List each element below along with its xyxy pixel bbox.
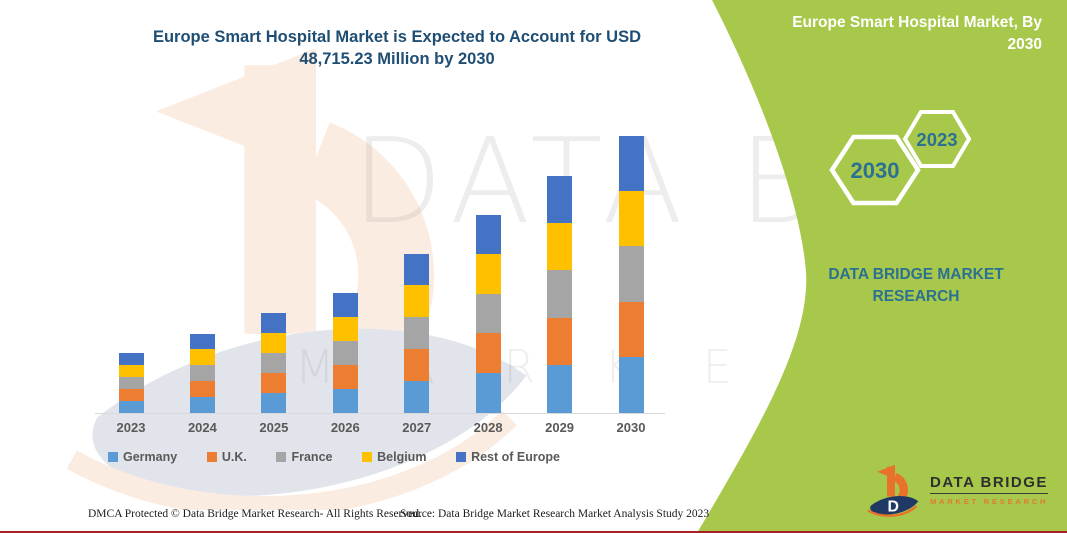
footer-source-text: Source: Data Bridge Market Research Mark… <box>400 508 710 520</box>
segment-2026-rest-of-europe <box>332 292 358 317</box>
segment-2028-germany <box>475 372 501 413</box>
segment-2024-france <box>189 365 215 381</box>
segment-2030-rest-of-europe <box>618 135 644 191</box>
hexagons-graphic: 2030 2023 <box>829 110 972 206</box>
segment-2023-france <box>118 376 144 389</box>
bar-2025 <box>261 312 287 413</box>
segment-2025-france <box>261 352 287 373</box>
segment-2026-u-k <box>332 364 358 389</box>
segment-2025-germany <box>261 392 287 413</box>
legend-swatch-rest-of-europe <box>456 452 467 462</box>
legend-swatch-belgium <box>362 452 373 462</box>
segment-2024-u-k <box>189 380 215 397</box>
legend-item-belgium: Belgium <box>362 450 426 464</box>
segment-2028-u-k <box>475 333 501 373</box>
segment-2025-belgium <box>261 332 287 353</box>
logo-icon-letter: D <box>887 498 898 515</box>
hexagon-2030: 2030 <box>829 134 921 206</box>
x-axis-label-2024: 2024 <box>187 420 217 435</box>
segment-2028-belgium <box>475 254 501 294</box>
segment-2024-rest-of-europe <box>189 333 215 350</box>
segment-2028-france <box>475 293 501 334</box>
x-axis-label-2026: 2026 <box>330 420 360 435</box>
x-axis-label-2029: 2029 <box>545 420 575 435</box>
legend-label-france: France <box>291 450 333 464</box>
bar-2026 <box>332 292 358 413</box>
segment-2025-rest-of-europe <box>261 312 287 333</box>
hexagon-2023-label: 2023 <box>916 129 957 150</box>
segment-2026-france <box>332 340 358 365</box>
x-axis-label-2030: 2030 <box>616 420 646 435</box>
panel-brand-text: DATA BRIDGE MARKET RESEARCH <box>828 266 1004 306</box>
segment-2027-u-k <box>404 348 430 381</box>
segment-2023-germany <box>118 400 144 413</box>
segment-2024-germany <box>189 396 215 413</box>
data-bridge-logo-icon: D <box>867 464 919 517</box>
segment-2027-germany <box>404 380 430 413</box>
x-axis-label-2023: 2023 <box>116 420 146 435</box>
segment-2029-belgium <box>547 222 573 271</box>
segment-2029-germany <box>547 365 573 413</box>
bar-2027 <box>404 253 430 413</box>
segment-2029-u-k <box>547 317 573 366</box>
bar-2028 <box>475 214 501 413</box>
segment-2026-germany <box>332 388 358 413</box>
x-axis-line <box>95 412 665 414</box>
segment-2030-u-k <box>618 301 644 358</box>
bar-2024 <box>189 333 215 413</box>
segment-2029-rest-of-europe <box>547 175 573 223</box>
x-axis-label-2028: 2028 <box>473 420 503 435</box>
legend-swatch-germany <box>108 452 118 462</box>
legend: Germany U.K. France Belgium Rest of Europe <box>108 450 560 464</box>
segment-2026-belgium <box>332 316 358 341</box>
logo-name: DATA BRIDGE <box>930 474 1049 494</box>
bottom-red-rule <box>0 530 1067 533</box>
legend-label-u-k: U.K. <box>221 450 247 464</box>
legend-swatch-france <box>276 452 287 462</box>
segment-2030-france <box>618 246 644 302</box>
hexagon-2023: 2023 <box>902 110 972 168</box>
legend-label-rest-of-europe: Rest of Europe <box>471 450 560 464</box>
hexagon-2030-label: 2030 <box>851 158 900 183</box>
segment-2027-france <box>404 317 430 349</box>
panel-title: Europe Smart Hospital Market, By 2030 <box>792 14 1042 53</box>
legend-swatch-u-k <box>206 452 217 462</box>
x-axis-label-2027: 2027 <box>402 420 432 435</box>
segment-2027-rest-of-europe <box>404 253 430 286</box>
legend-item-germany: Germany <box>108 450 177 464</box>
segment-2029-france <box>547 270 573 318</box>
data-bridge-logo: D DATA BRIDGE MARKET RESEARCH <box>866 463 1049 517</box>
logo-tagline: MARKET RESEARCH <box>930 497 1049 506</box>
segment-2024-belgium <box>189 349 215 366</box>
segment-2023-belgium <box>118 364 144 377</box>
bar-2030 <box>618 135 644 413</box>
footer-dmca-text: DMCA Protected © Data Bridge Market Rese… <box>88 508 422 520</box>
x-axis-label-2025: 2025 <box>259 420 289 435</box>
segment-2027-belgium <box>404 285 430 318</box>
segment-2030-germany <box>618 357 644 413</box>
segment-2028-rest-of-europe <box>475 214 501 255</box>
segment-2023-u-k <box>118 388 144 401</box>
segment-2030-belgium <box>618 190 644 247</box>
legend-label-germany: Germany <box>123 450 178 464</box>
legend-item-u-k: U.K. <box>206 450 247 464</box>
segment-2025-u-k <box>261 372 287 393</box>
segment-2023-rest-of-europe <box>118 352 144 365</box>
chart-title: Europe Smart Hospital Market is Expected… <box>152 28 642 68</box>
legend-label-belgium: Belgium <box>377 450 427 464</box>
legend-item-france: France <box>276 450 332 464</box>
legend-item-rest-of-europe: Rest of Europe <box>456 450 560 464</box>
plot-area: 2023 2024 2025 2026 2027 2028 2029 2030 <box>95 119 665 435</box>
bar-2029 <box>547 175 573 413</box>
bar-2023 <box>118 352 144 413</box>
